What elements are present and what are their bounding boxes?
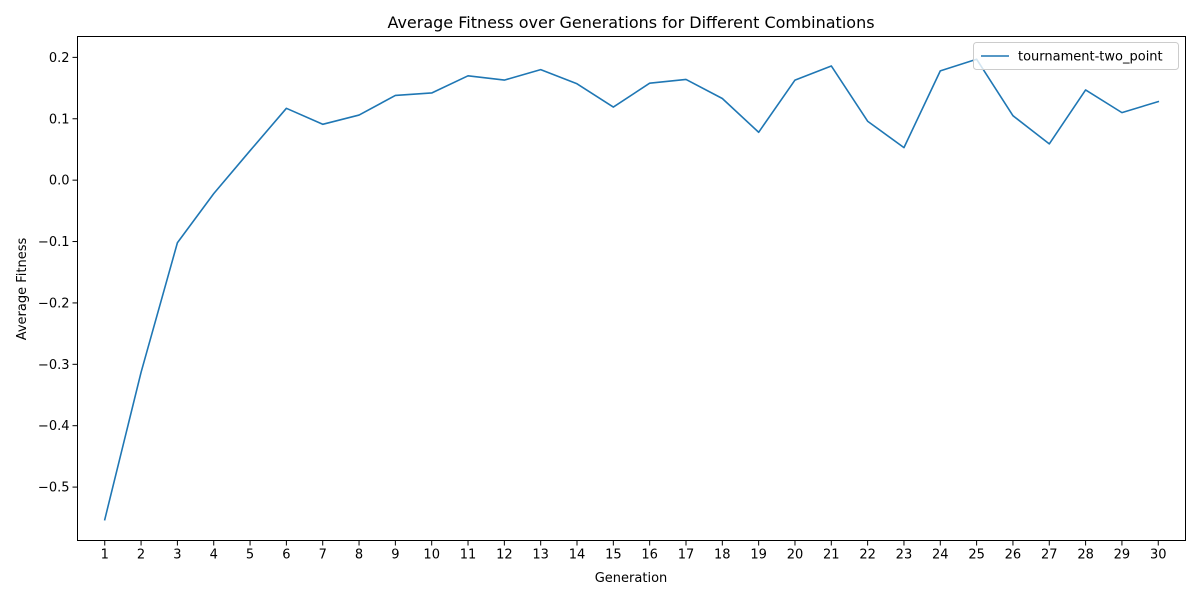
- data-point: [794, 79, 796, 81]
- y-axis-label: Average Fitness: [15, 238, 30, 341]
- x-tick-label: 6: [282, 548, 290, 563]
- x-tick-label: 26: [1005, 548, 1022, 563]
- data-point: [431, 92, 433, 94]
- data-point: [1157, 101, 1159, 103]
- data-point: [322, 123, 324, 125]
- x-tick-label: 3: [173, 548, 181, 563]
- data-point: [1121, 112, 1123, 114]
- data-point: [104, 519, 106, 521]
- data-point: [903, 147, 905, 149]
- legend: tournament-two_point: [973, 42, 1179, 70]
- data-point: [831, 65, 833, 67]
- x-tick-label: 16: [641, 548, 658, 563]
- data-point: [504, 79, 506, 81]
- data-point: [140, 371, 142, 373]
- y-tick-label: −0.3: [38, 358, 70, 373]
- x-tick-label: 19: [750, 548, 767, 563]
- x-tick-label: 27: [1041, 548, 1058, 563]
- x-tick-label: 7: [319, 548, 327, 563]
- x-tick-label: 10: [423, 548, 440, 563]
- data-point: [867, 120, 869, 122]
- x-tick-label: 13: [532, 548, 549, 563]
- data-point: [249, 150, 251, 152]
- data-point: [939, 70, 941, 72]
- legend-label: tournament-two_point: [1018, 50, 1163, 65]
- x-tick-label: 12: [496, 548, 513, 563]
- data-point: [286, 108, 288, 110]
- y-tick-label: −0.5: [38, 481, 70, 496]
- y-tick-label: 0.1: [49, 112, 70, 127]
- x-tick-label: 2: [137, 548, 145, 563]
- x-tick-label: 9: [391, 548, 399, 563]
- y-tick-label: 0.2: [49, 51, 70, 66]
- y-tick-label: 0.0: [49, 174, 70, 189]
- data-point: [1085, 89, 1087, 91]
- data-point: [358, 114, 360, 116]
- x-tick-label: 1: [101, 548, 109, 563]
- x-axis-label: Generation: [595, 571, 668, 586]
- x-tick-label: 28: [1077, 548, 1094, 563]
- data-point: [1048, 143, 1050, 145]
- x-tick-label: 25: [968, 548, 985, 563]
- data-point: [467, 75, 469, 77]
- y-tick-label: −0.4: [38, 419, 70, 434]
- x-tick-label: 22: [859, 548, 876, 563]
- data-point: [685, 79, 687, 81]
- plot-frame: [77, 36, 1186, 541]
- x-tick-label: 4: [210, 548, 218, 563]
- x-tick-label: 23: [896, 548, 913, 563]
- x-tick-label: 14: [569, 548, 586, 563]
- y-tick-label: −0.2: [38, 296, 70, 311]
- data-point: [1012, 115, 1014, 117]
- x-tick-label: 21: [823, 548, 840, 563]
- data-point: [540, 69, 542, 71]
- x-tick-label: 15: [605, 548, 622, 563]
- chart-title: Average Fitness over Generations for Dif…: [387, 13, 874, 32]
- data-point: [722, 98, 724, 100]
- data-point: [213, 193, 215, 195]
- data-point: [613, 106, 615, 108]
- x-tick-label: 5: [246, 548, 254, 563]
- plot-area: 1 2 3 4 5 6 7 8 9 10 11 12 13 14 15 16 17 18 19 20 21 22 23 24 2…: [38, 51, 1167, 563]
- x-tick-label: 30: [1150, 548, 1167, 563]
- data-point: [576, 83, 578, 85]
- x-tick-label: 29: [1114, 548, 1131, 563]
- data-point: [649, 82, 651, 84]
- x-tick-label: 24: [932, 548, 949, 563]
- x-tick-label: 20: [787, 548, 804, 563]
- x-tick-label: 8: [355, 548, 363, 563]
- legend-box: [973, 42, 1179, 70]
- data-point: [758, 131, 760, 133]
- x-tick-label: 11: [460, 548, 477, 563]
- x-tick-label: 17: [678, 548, 695, 563]
- data-point: [395, 95, 397, 97]
- x-tick-label: 18: [714, 548, 731, 563]
- y-tick-label: −0.1: [38, 235, 70, 250]
- data-point: [177, 242, 179, 244]
